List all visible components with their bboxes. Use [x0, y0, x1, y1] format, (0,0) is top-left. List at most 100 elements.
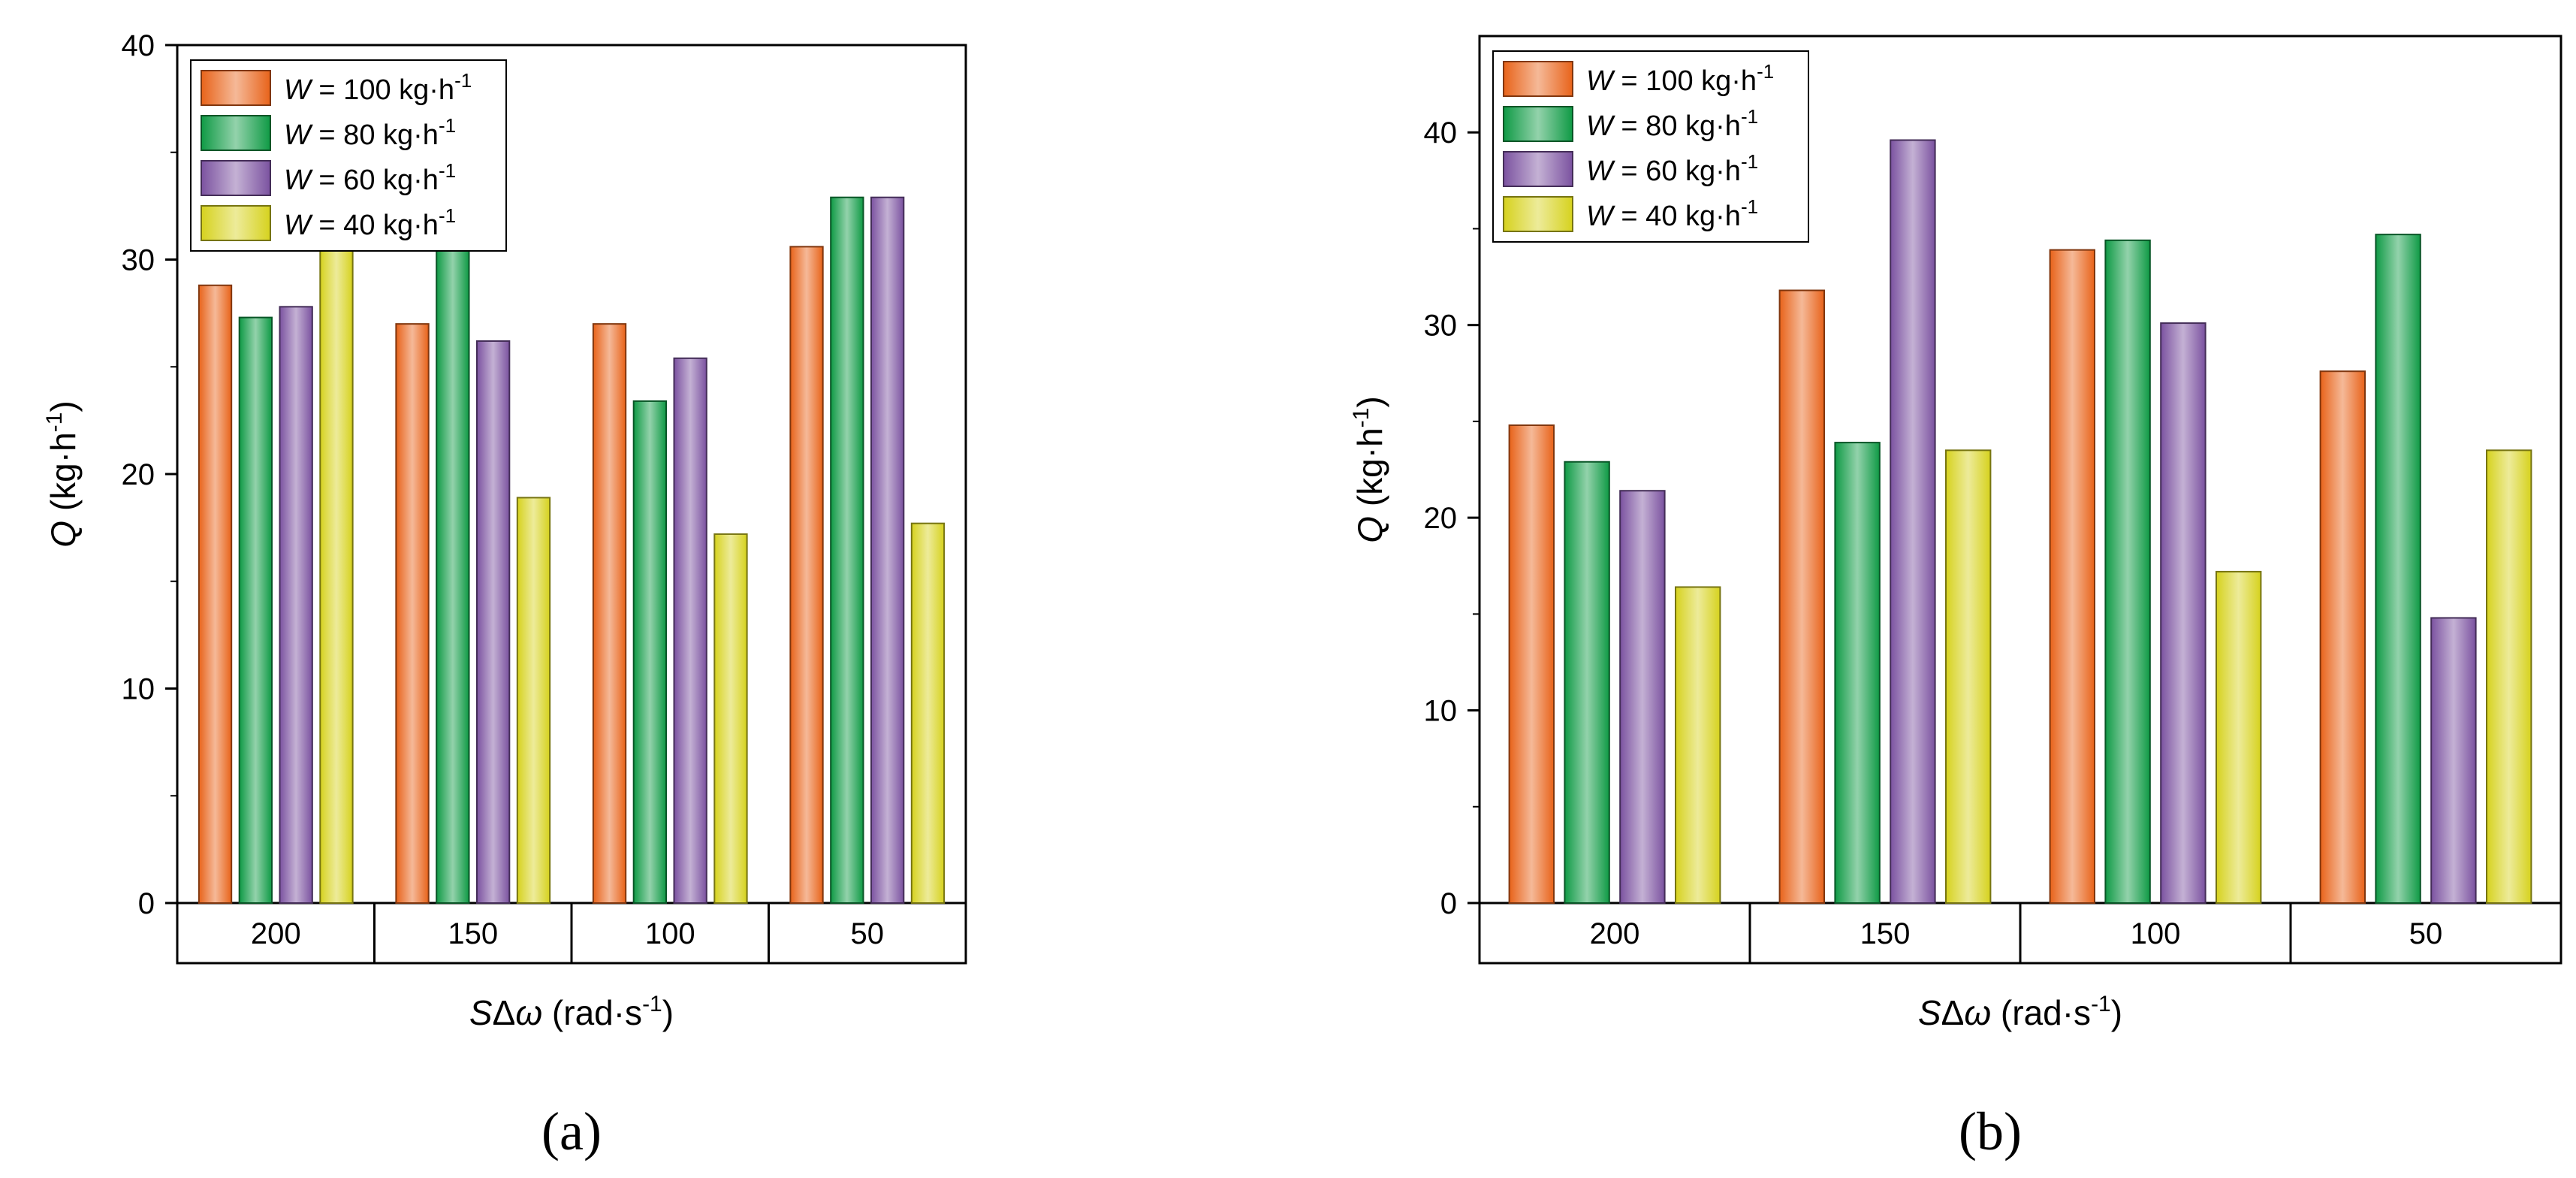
legend-text: = 80 kg·h	[1613, 110, 1741, 142]
y-axis-exp: -1	[42, 412, 67, 433]
legend-exp: -1	[454, 69, 472, 92]
legend-label: W = 40 kg·h-1	[1586, 195, 1758, 232]
x-axis-exp: -1	[2091, 992, 2111, 1016]
x-axis-omega: ω	[1964, 993, 1991, 1032]
bar-3-100	[2216, 570, 2262, 904]
y-tick-label: 30	[122, 244, 155, 277]
x-axis-omega: ω	[515, 993, 542, 1032]
legend-var: W	[1586, 201, 1615, 232]
legend-exp: -1	[439, 204, 456, 227]
legend-label: W = 80 kg·h-1	[284, 114, 456, 151]
bar-3-50	[910, 522, 946, 904]
y-tick-label: 20	[122, 458, 155, 491]
y-axis-close: )	[1350, 396, 1389, 407]
bar-1-50	[830, 196, 864, 904]
x-axis-title: SΔω (rad·s-1)	[1918, 992, 2122, 1032]
x-axis-title: SΔω (rad·s-1)	[469, 992, 674, 1032]
legend-label: W = 40 kg·h-1	[284, 204, 456, 241]
bar-1-100	[2104, 239, 2151, 904]
legend-swatch	[1503, 61, 1573, 97]
y-tick-label: 40	[1424, 116, 1458, 150]
bar-1-150	[436, 168, 470, 904]
legend-text: = 40 kg·h	[1613, 201, 1741, 232]
bar-1-50	[2375, 234, 2421, 905]
y-tick-label: 10	[122, 673, 155, 706]
legend-swatch	[201, 205, 271, 241]
x-axis-var: S	[469, 993, 493, 1032]
bar-2-100	[673, 357, 707, 904]
legend-exp: -1	[1741, 195, 1758, 218]
legend-exp: -1	[439, 159, 456, 182]
bar-1-100	[632, 400, 667, 904]
bar-0-200	[1508, 424, 1555, 904]
bar-3-50	[2486, 449, 2532, 904]
y-axis-unit: (kg·h	[1350, 427, 1389, 516]
legend-exp: -1	[1757, 60, 1774, 83]
x-category-label: 200	[1590, 917, 1640, 950]
bar-0-50	[2319, 370, 2366, 905]
bar-1-200	[238, 316, 273, 904]
legend-swatch	[201, 70, 271, 106]
legend: W = 100 kg·h-1W = 80 kg·h-1W = 60 kg·h-1…	[1492, 50, 1809, 243]
bar-0-100	[2049, 249, 2096, 904]
y-tick-label: 40	[122, 29, 155, 62]
legend-var: W	[284, 210, 313, 241]
legend-text: = 40 kg·h	[311, 210, 439, 241]
legend-label: W = 100 kg·h-1	[1586, 60, 1774, 97]
legend-exp: -1	[1741, 105, 1758, 128]
x-axis-delta: Δ	[1941, 993, 1965, 1032]
legend-label: W = 100 kg·h-1	[284, 69, 472, 106]
bar-2-50	[870, 196, 905, 904]
legend-label: W = 60 kg·h-1	[284, 159, 456, 196]
bar-2-100	[2160, 322, 2206, 904]
x-category-label: 50	[851, 917, 885, 950]
bar-0-150	[1778, 289, 1826, 904]
panel-caption: (a)	[541, 1101, 602, 1161]
legend-var: W	[1586, 156, 1615, 187]
y-tick-label: 0	[1440, 887, 1457, 920]
bar-2-150	[476, 340, 511, 904]
bar-0-100	[592, 323, 627, 904]
legend-swatch	[1503, 106, 1573, 142]
bar-2-200	[279, 306, 313, 904]
bar-3-200	[319, 241, 354, 905]
legend-label: W = 80 kg·h-1	[1586, 105, 1758, 142]
y-axis-exp: -1	[1349, 408, 1374, 428]
panel-caption: (b)	[1959, 1101, 2022, 1161]
y-axis-unit: (kg·h	[44, 432, 83, 521]
bar-3-200	[1675, 586, 1721, 904]
x-axis-delta: Δ	[493, 993, 516, 1032]
legend-label: W = 60 kg·h-1	[1586, 150, 1758, 187]
y-axis-close: )	[44, 400, 83, 412]
bar-2-150	[1890, 139, 1936, 905]
legend-swatch	[1503, 196, 1573, 232]
x-axis-var: S	[1918, 993, 1941, 1032]
legend-text: = 60 kg·h	[1613, 156, 1741, 187]
bar-0-50	[789, 246, 824, 904]
legend-text: = 100 kg·h	[1613, 65, 1757, 97]
x-category-label: 50	[2409, 917, 2443, 950]
y-axis-var: Q	[1350, 516, 1389, 543]
y-tick-label: 20	[1424, 502, 1458, 535]
legend-text: = 100 kg·h	[311, 74, 454, 106]
x-category-label: 150	[1860, 917, 1911, 950]
legend-var: W	[1586, 110, 1615, 142]
y-tick-label: 0	[138, 887, 155, 920]
bar-2-200	[1619, 490, 1666, 904]
x-axis-close: )	[662, 993, 674, 1032]
y-axis-title: Q (kg·h-1)	[1349, 396, 1389, 542]
bar-3-150	[516, 497, 551, 904]
x-axis-unit: (rad·s	[542, 993, 642, 1032]
legend-exp: -1	[439, 114, 456, 137]
legend-exp: -1	[1741, 150, 1758, 173]
y-tick-label: 10	[1424, 695, 1458, 728]
x-category-label: 100	[2131, 917, 2181, 950]
legend-text: = 80 kg·h	[311, 119, 439, 151]
legend-var: W	[284, 119, 313, 151]
legend-swatch	[1503, 151, 1573, 187]
bar-3-100	[713, 533, 748, 904]
x-axis-close: )	[2111, 993, 2122, 1032]
legend-var: W	[1586, 65, 1615, 97]
